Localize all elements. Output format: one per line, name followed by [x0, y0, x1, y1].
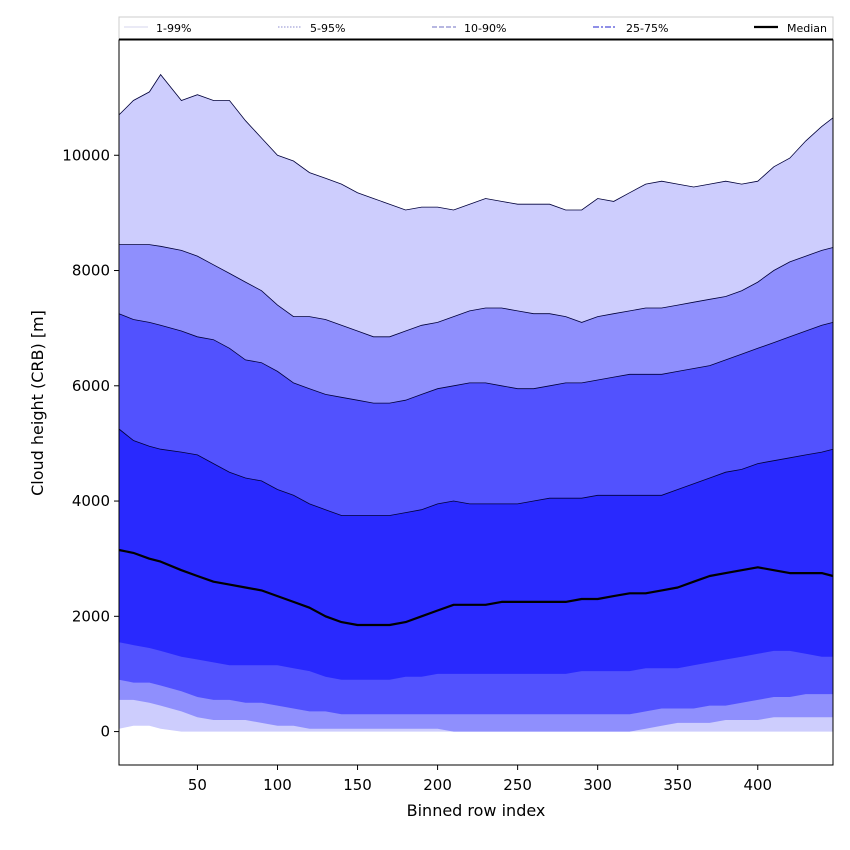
y-tick-label: 8000	[72, 262, 110, 280]
x-tick-label: 50	[188, 776, 207, 794]
y-axis-label: Cloud height (CRB) [m]	[28, 310, 47, 496]
legend-label: Median	[787, 22, 827, 35]
legend-label: 25-75%	[626, 22, 668, 35]
band-edge-p95	[119, 244, 834, 338]
band-edge-p90	[118, 313, 834, 404]
band-edge-p75	[118, 428, 834, 516]
x-tick-label: 150	[343, 776, 372, 794]
median-layer	[118, 548, 834, 627]
band-edge-p99	[118, 73, 834, 211]
legend-label: 1-99%	[156, 22, 191, 35]
x-tick-label: 400	[743, 776, 772, 794]
band-25-75	[119, 429, 833, 680]
band-layer	[119, 74, 833, 732]
median-line	[118, 548, 834, 627]
legend-label: 10-90%	[464, 22, 506, 35]
y-tick-label: 4000	[72, 492, 110, 510]
x-tick-label: 200	[423, 776, 452, 794]
x-tick-label: 100	[263, 776, 292, 794]
legend: 1-99% 5-95% 10-90% 25-75% Median	[118, 16, 834, 40]
x-axis-label: Binned row index	[407, 801, 546, 820]
legend-label: 5-95%	[310, 22, 345, 35]
x-tick-label: 300	[583, 776, 612, 794]
plot-frame	[118, 39, 834, 766]
y-tick-label: 10000	[62, 146, 110, 164]
y-tick-label: 0	[100, 723, 110, 741]
x-tick-label: 250	[503, 776, 532, 794]
x-axis: 50 100 150 200 250 300 350 400	[188, 765, 772, 794]
x-tick-label: 350	[663, 776, 692, 794]
band-edge-layer	[118, 73, 834, 516]
y-tick-label: 2000	[72, 607, 110, 625]
y-axis: 0 2000 4000 6000 8000 10000	[62, 146, 119, 741]
y-tick-label: 6000	[72, 377, 110, 395]
